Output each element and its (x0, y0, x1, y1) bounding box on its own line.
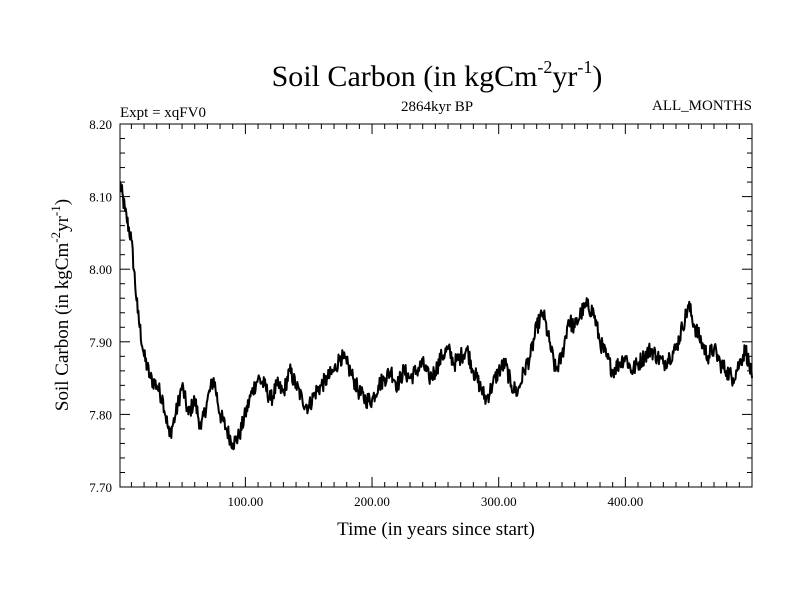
series-line-soil-carbon (119, 181, 753, 451)
y-tick-label: 7.90 (89, 335, 112, 350)
y-tick-label: 7.70 (89, 480, 112, 495)
x-tick-label: 100.00 (228, 494, 264, 509)
tick-labels: 100.00 200.00 300.00 400.00 7.70 7.80 7.90 8.00… (89, 117, 643, 509)
x-tick-label: 200.00 (354, 494, 390, 509)
plot-frame (119, 123, 753, 488)
ticks (120, 124, 752, 487)
x-tick-label: 300.00 (481, 494, 517, 509)
x-tick-label: 400.00 (607, 494, 643, 509)
x-axis-title: Time (in years since start) (337, 519, 535, 540)
y-tick-label: 8.10 (89, 190, 112, 205)
y-axis-title: Soil Carbon (in kgCm-2yr-1) (48, 199, 73, 411)
months-label: ALL_MONTHS (652, 98, 752, 114)
chart-title: Soil Carbon (in kgCm-2yr-1) (272, 57, 603, 93)
y-tick-label: 8.00 (89, 262, 112, 277)
y-tick-label: 8.20 (89, 117, 112, 132)
period-label: 2864kyr BP (401, 99, 473, 115)
y-tick-label: 7.80 (89, 407, 112, 422)
experiment-label: Expt = xqFV0 (120, 105, 206, 121)
